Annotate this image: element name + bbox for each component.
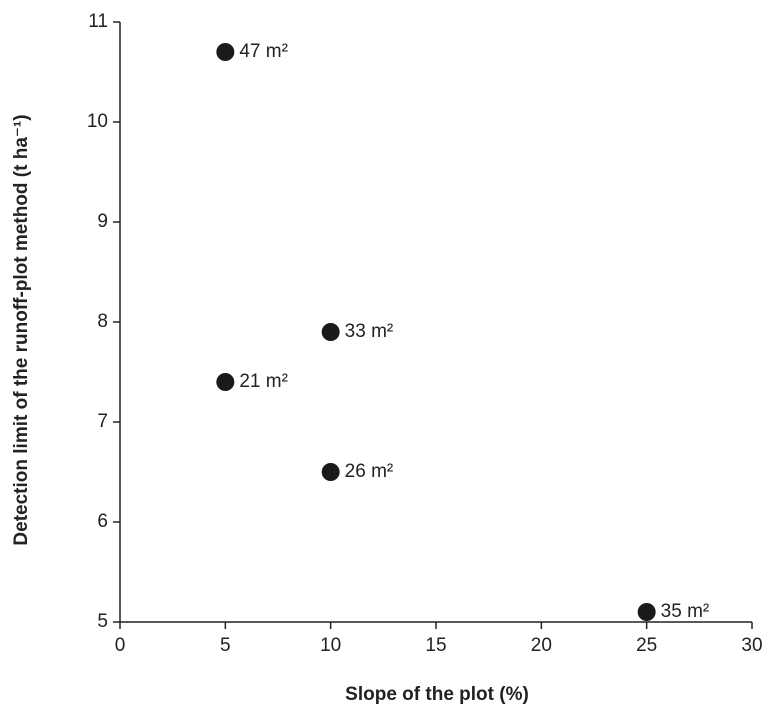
point-label: 33 m² <box>345 321 394 342</box>
point-label: 26 m² <box>345 461 394 482</box>
point-label: 47 m² <box>239 41 288 62</box>
y-tick-label: 9 <box>97 211 108 232</box>
point <box>637 603 656 621</box>
y-tick-label: 7 <box>97 411 108 432</box>
y-tick-label: 8 <box>97 311 108 332</box>
y-tick-label: 5 <box>97 611 108 632</box>
point <box>321 463 340 481</box>
x-tick-label: 10 <box>320 635 341 656</box>
y-tick-label: 10 <box>87 111 108 132</box>
x-tick-label: 5 <box>220 635 231 656</box>
point <box>321 323 340 341</box>
point-label: 35 m² <box>661 601 710 622</box>
x-tick-label: 30 <box>741 635 762 656</box>
y-tick-label: 11 <box>88 11 108 32</box>
y-axis-title: Detection limit of the runoff-plot metho… <box>11 114 32 545</box>
point <box>216 43 235 61</box>
x-tick-label: 0 <box>115 635 126 656</box>
x-tick-label: 15 <box>425 635 446 656</box>
x-tick-label: 25 <box>636 635 657 656</box>
point <box>216 373 235 391</box>
x-axis-title: Slope of the plot (%) <box>345 684 529 705</box>
point-label: 21 m² <box>239 371 288 392</box>
y-tick-label: 6 <box>97 511 108 532</box>
x-tick-label: 20 <box>531 635 552 656</box>
